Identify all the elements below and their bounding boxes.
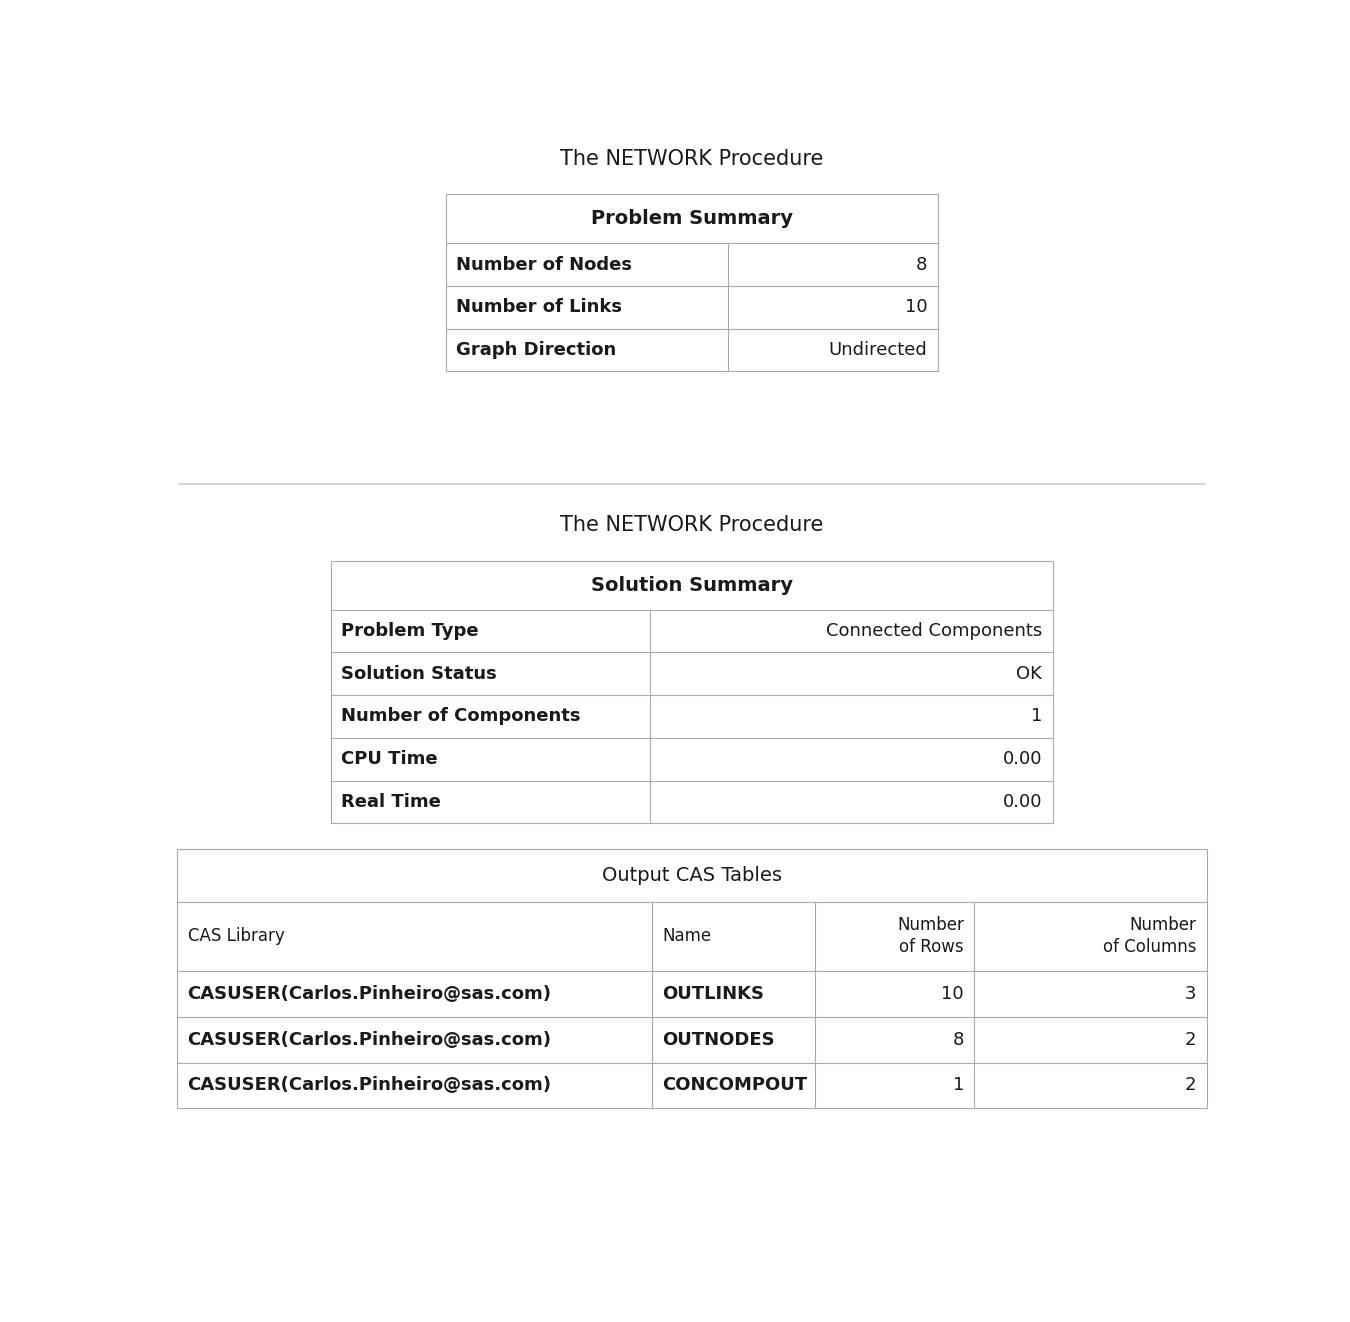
Text: 3: 3 (1185, 985, 1196, 1003)
Text: Real Time: Real Time (342, 793, 441, 810)
Bar (177, 849, 1207, 1108)
Text: Problem Type: Problem Type (342, 621, 479, 640)
Text: Number
of Columns: Number of Columns (1103, 916, 1196, 956)
Text: OUTNODES: OUTNODES (663, 1031, 775, 1048)
Text: CASUSER(Carlos.Pinheiro@sas.com): CASUSER(Carlos.Pinheiro@sas.com) (188, 1031, 552, 1048)
Text: Connected Components: Connected Components (826, 621, 1042, 640)
Text: 1: 1 (953, 1076, 964, 1095)
Bar (446, 194, 938, 371)
Text: Number of Components: Number of Components (342, 707, 580, 726)
Text: Solution Status: Solution Status (342, 665, 497, 682)
Text: 8: 8 (915, 255, 927, 274)
Text: 1: 1 (1031, 707, 1042, 726)
Text: CASUSER(Carlos.Pinheiro@sas.com): CASUSER(Carlos.Pinheiro@sas.com) (188, 1076, 552, 1095)
Text: 0.00: 0.00 (1003, 750, 1042, 768)
Text: CASUSER(Carlos.Pinheiro@sas.com): CASUSER(Carlos.Pinheiro@sas.com) (188, 985, 552, 1003)
Text: Name: Name (663, 927, 711, 945)
Text: 8: 8 (953, 1031, 964, 1048)
Text: CAS Library: CAS Library (188, 927, 285, 945)
Text: The NETWORK Procedure: The NETWORK Procedure (560, 149, 824, 169)
Text: Problem Summary: Problem Summary (591, 209, 792, 229)
Text: 0.00: 0.00 (1003, 793, 1042, 810)
Text: 2: 2 (1185, 1076, 1196, 1095)
Text: Output CAS Tables: Output CAS Tables (602, 866, 782, 884)
Text: Graph Direction: Graph Direction (456, 341, 617, 360)
Text: CPU Time: CPU Time (342, 750, 437, 768)
Text: 2: 2 (1185, 1031, 1196, 1048)
Text: Number of Nodes: Number of Nodes (456, 255, 632, 274)
Text: Number
of Rows: Number of Rows (896, 916, 964, 956)
Text: 10: 10 (941, 985, 964, 1003)
Text: Number of Links: Number of Links (456, 299, 622, 316)
Text: Undirected: Undirected (829, 341, 927, 360)
Text: OK: OK (1017, 665, 1042, 682)
Text: The NETWORK Procedure: The NETWORK Procedure (560, 516, 824, 535)
Text: Solution Summary: Solution Summary (591, 575, 792, 595)
Text: CONCOMPOUT: CONCOMPOUT (663, 1076, 807, 1095)
Text: 10: 10 (904, 299, 927, 316)
Text: OUTLINKS: OUTLINKS (663, 985, 764, 1003)
Bar (331, 561, 1053, 824)
